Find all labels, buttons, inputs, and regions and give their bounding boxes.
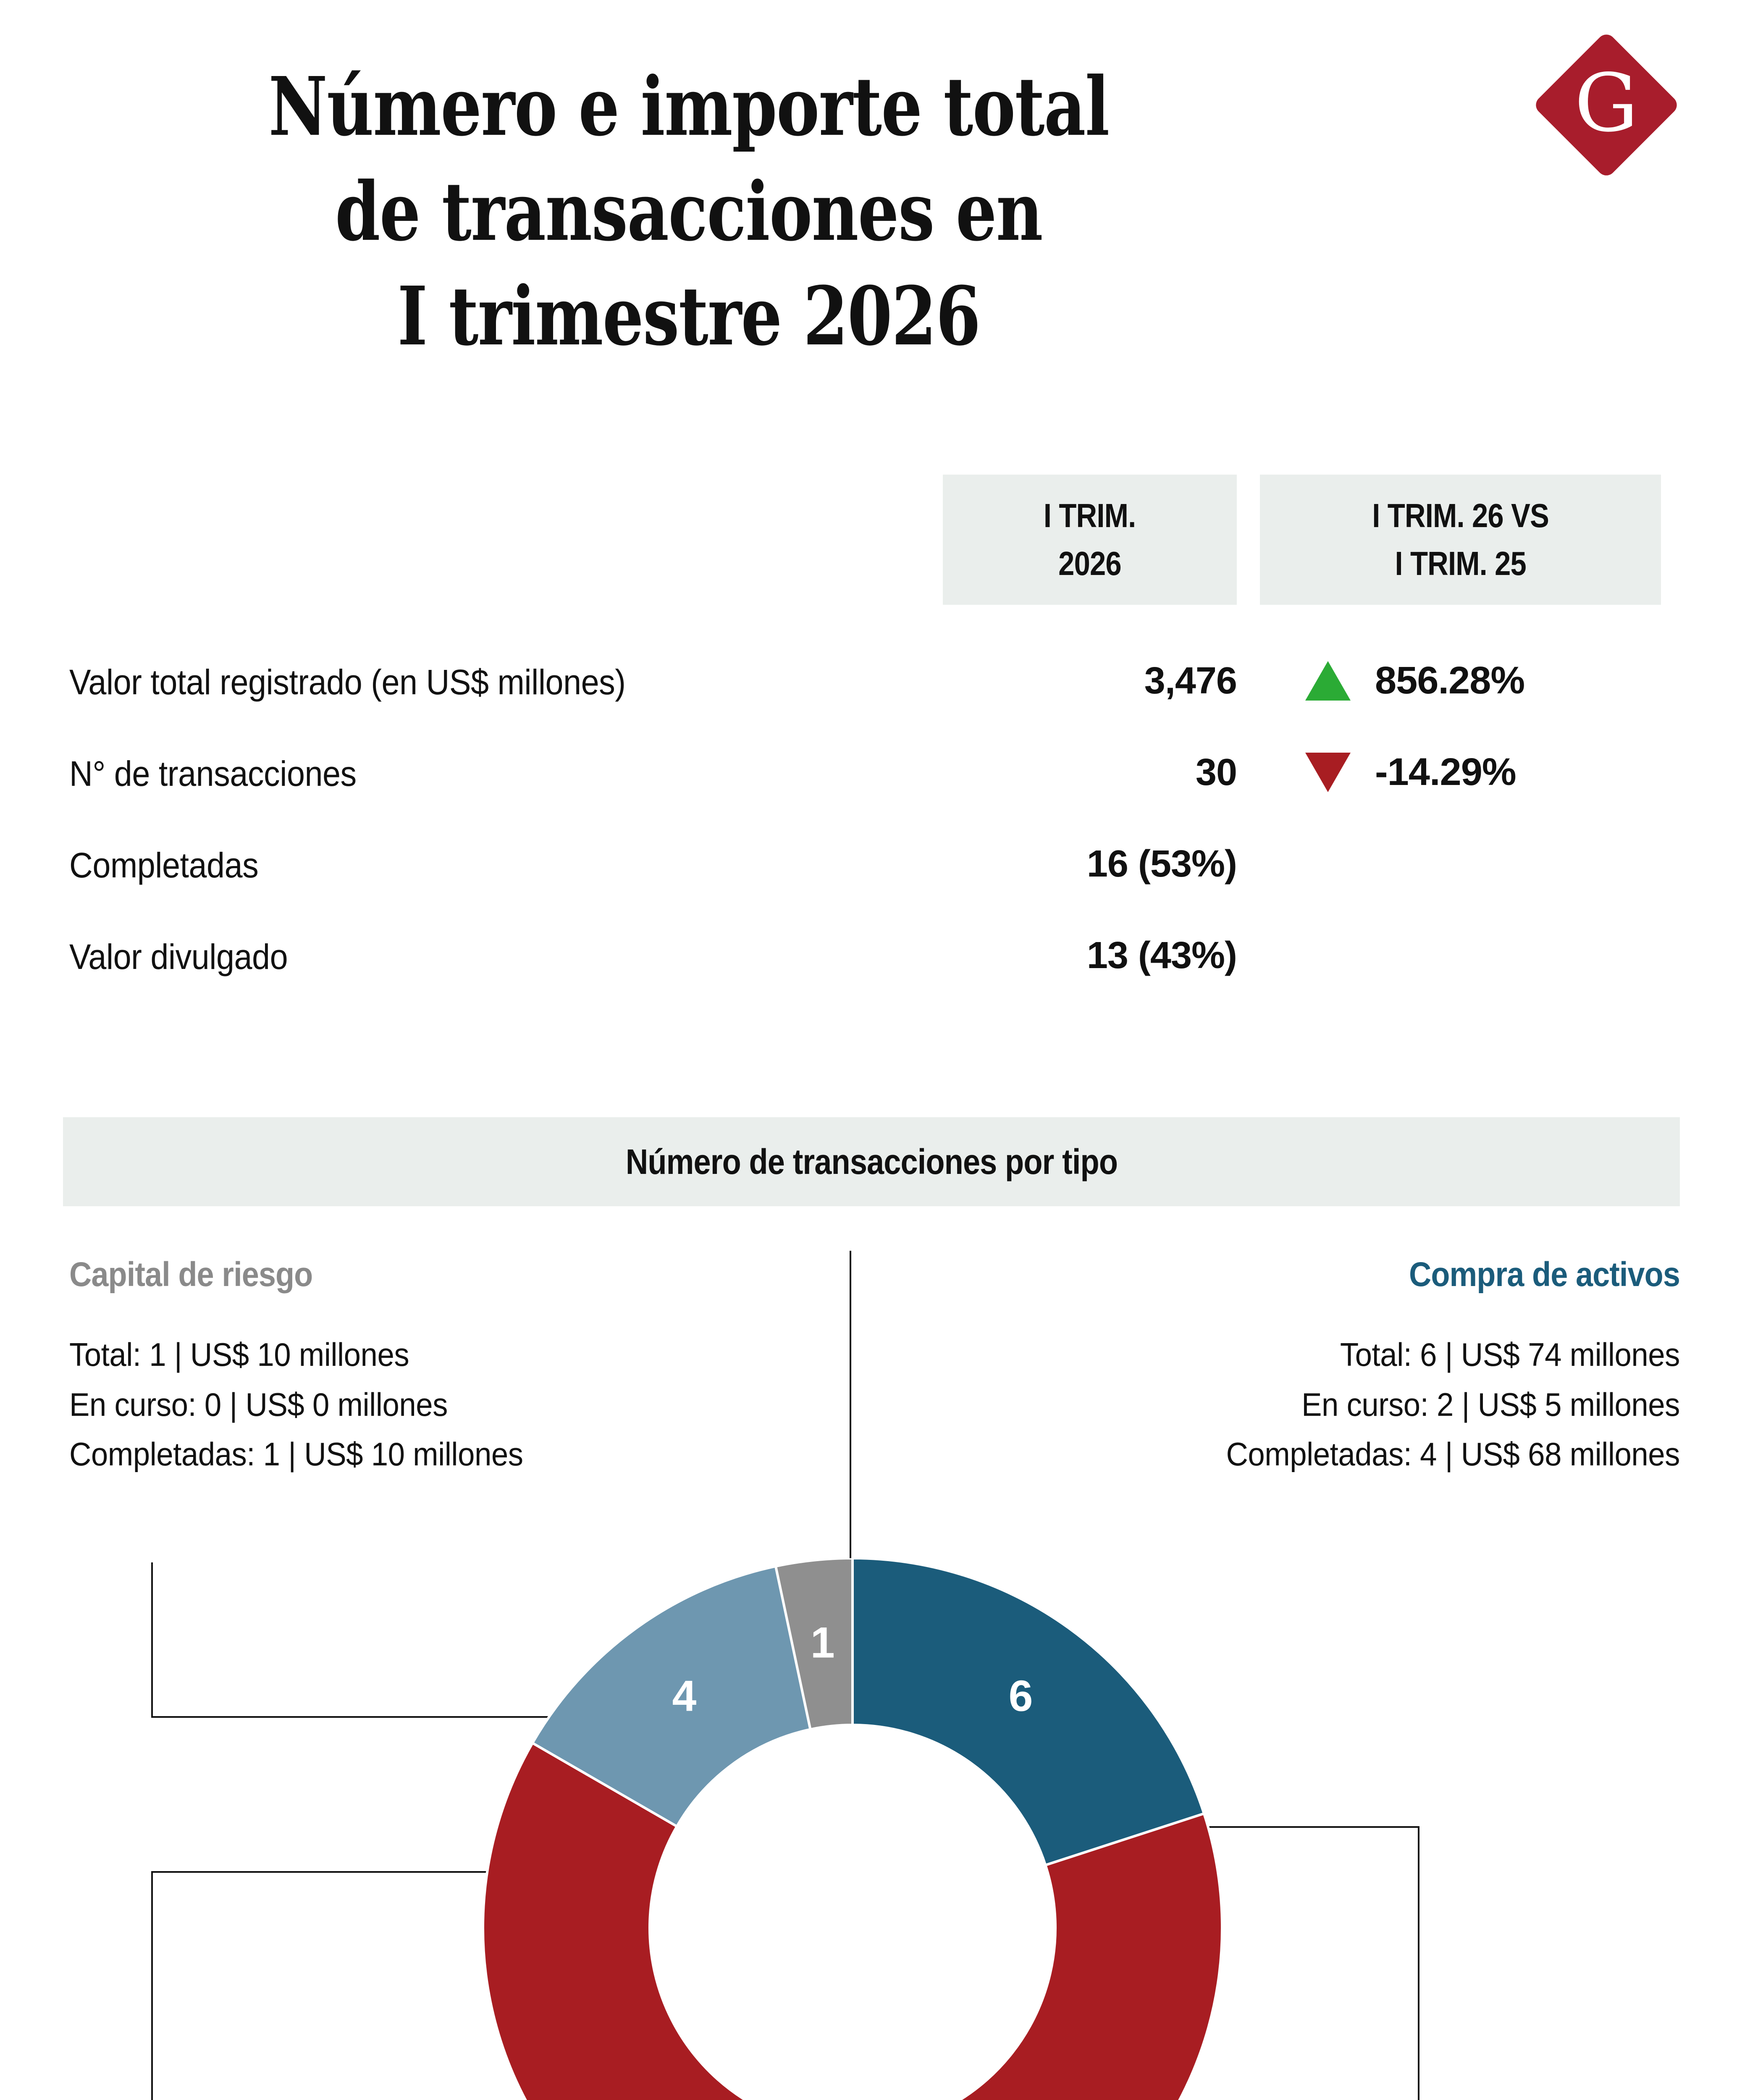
kpi-change-value: -14.29% xyxy=(1375,751,1516,793)
quadrant-lines: Total: 1 | US$ 10 millones En curso: 0 |… xyxy=(69,1330,859,1479)
kpi-value: 3,476 xyxy=(1144,660,1237,702)
quadrant-heading-capital-de-riesgo: Capital de riesgo xyxy=(69,1255,313,1294)
quadrant-heading-compra-de-activos: Compra de activos xyxy=(1409,1255,1680,1294)
quadrant-line-completadas: Completadas: 4 | US$ 68 millones xyxy=(1226,1436,1680,1473)
leader-line-capital-privado-v xyxy=(151,1871,153,2100)
leader-line-capital-privado-h xyxy=(151,1871,584,1873)
leader-line-fusiones-v xyxy=(1418,1826,1419,2100)
kpi-rows: Valor total registrado (en US$ millones)… xyxy=(0,643,1750,1009)
donut-slice-label: 1 xyxy=(810,1618,835,1667)
donut-slice-label: 6 xyxy=(1008,1672,1033,1721)
logo-letter: G xyxy=(1574,57,1638,150)
kpi-label: Completadas xyxy=(69,845,259,885)
kpi-label: Valor divulgado xyxy=(69,937,288,976)
kpi-change-value: 856.28% xyxy=(1375,659,1525,702)
page-title: Número e importe total de transacciones … xyxy=(138,55,1240,369)
kpi-value: 30 xyxy=(1195,751,1237,793)
gestion-logo: G xyxy=(1532,31,1681,179)
donut-chart: 61941 xyxy=(482,1557,1223,2100)
column-header-quarter-line2: 2026 xyxy=(1058,545,1121,582)
leader-line-fusiones-h xyxy=(1189,1826,1419,1828)
section-title: Número de transacciones por tipo xyxy=(625,1142,1118,1181)
quadrant-compra-de-activos: Compra de activos Total: 6 | US$ 74 mill… xyxy=(890,1255,1680,1479)
table-row: Completadas 16 (53%) xyxy=(0,826,1750,917)
quadrant-line-en-curso: En curso: 2 | US$ 5 millones xyxy=(1301,1386,1680,1423)
kpi-table-header: I TRIM. 2026 I TRIM. 26 VS I TRIM. 25 xyxy=(0,475,1750,605)
column-header-comparison: I TRIM. 26 VS I TRIM. 25 xyxy=(1260,475,1661,605)
column-header-comparison-line1: I TRIM. 26 VS xyxy=(1372,497,1549,535)
leader-line-capital-riesgo-h xyxy=(151,1716,622,1718)
table-row: Valor divulgado 13 (43%) xyxy=(0,917,1750,1009)
donut-slice xyxy=(851,1557,1206,1867)
section-band: Número de transacciones por tipo xyxy=(63,1117,1680,1206)
arrow-up-icon xyxy=(1305,661,1351,701)
column-header-comparison-line2: I TRIM. 25 xyxy=(1395,545,1526,582)
quadrant-line-completadas: Completadas: 1 | US$ 10 millones xyxy=(69,1436,523,1473)
title-line-1: Número e importe total xyxy=(268,60,1110,154)
column-header-quarter: I TRIM. 2026 xyxy=(943,475,1237,605)
donut-slice-label: 4 xyxy=(672,1672,697,1721)
header: Número e importe total de transacciones … xyxy=(0,0,1750,420)
leader-line-compra-activos xyxy=(850,1251,851,1583)
donut-slice xyxy=(774,1557,854,1731)
kpi-label: N° de transacciones xyxy=(69,754,357,793)
leader-line-capital-riesgo-v xyxy=(151,1562,153,1718)
title-line-2: de transacciones en xyxy=(335,164,1043,259)
kpi-label: Valor total registrado (en US$ millones) xyxy=(69,662,626,702)
title-line-3: I trimestre 2026 xyxy=(397,269,981,364)
quadrant-capital-de-riesgo: Capital de riesgo Total: 1 | US$ 10 mill… xyxy=(69,1255,859,1479)
table-row: Valor total registrado (en US$ millones)… xyxy=(0,643,1750,734)
quadrant-lines: Total: 6 | US$ 74 millones En curso: 2 |… xyxy=(890,1330,1680,1479)
arrow-down-icon xyxy=(1305,752,1351,792)
quadrant-line-total: Total: 1 | US$ 10 millones xyxy=(69,1336,409,1373)
donut-svg xyxy=(482,1557,1223,2100)
kpi-comparison: 856.28% xyxy=(1260,659,1661,703)
kpi-value: 13 (43%) xyxy=(1086,934,1237,976)
donut-slice xyxy=(482,1741,1223,2100)
table-row: N° de transacciones 30 -14.29% xyxy=(0,734,1750,826)
quadrant-line-en-curso: En curso: 0 | US$ 0 millones xyxy=(69,1386,448,1423)
kpi-value: 16 (53%) xyxy=(1086,843,1237,885)
donut-slice xyxy=(530,1564,812,1828)
kpi-comparison: -14.29% xyxy=(1260,750,1661,794)
column-header-quarter-line1: I TRIM. xyxy=(1044,497,1136,535)
quadrant-line-total: Total: 6 | US$ 74 millones xyxy=(1340,1336,1680,1373)
